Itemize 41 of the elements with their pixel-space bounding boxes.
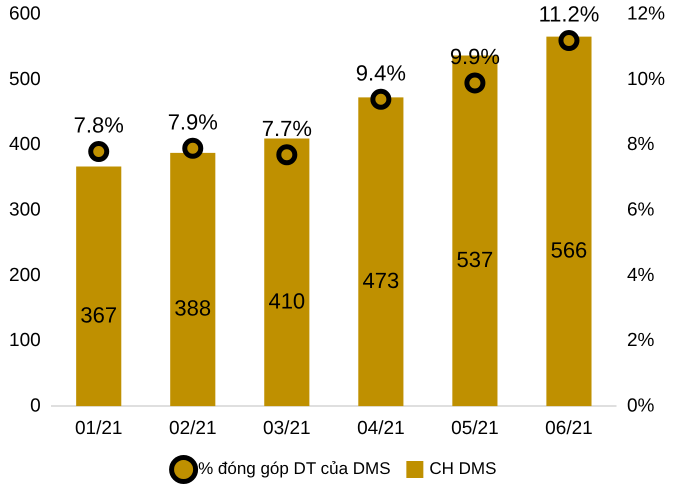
x-tick-label: 02/21 bbox=[168, 418, 217, 439]
data-label: 7.7% bbox=[262, 116, 312, 141]
data-label: 11.2% bbox=[538, 2, 600, 27]
data-label: 388 bbox=[174, 296, 212, 321]
bar bbox=[76, 166, 122, 406]
data-label: 7.9% bbox=[168, 109, 218, 134]
y2-tick-label: 4% bbox=[626, 264, 655, 286]
data-label: 473 bbox=[362, 268, 400, 293]
point bbox=[276, 144, 298, 166]
y-tick-label: 300 bbox=[9, 200, 41, 221]
legend-label: % đóng góp DT của DMS bbox=[198, 459, 391, 478]
data-label: 566 bbox=[550, 237, 588, 262]
data-label: 9.4% bbox=[356, 60, 406, 86]
bar bbox=[264, 138, 310, 406]
y2-tick-label: 12% bbox=[626, 4, 666, 25]
y-tick-label: 200 bbox=[9, 264, 41, 286]
legend-label: CH DMS bbox=[429, 459, 496, 478]
y2-tick-label: 10% bbox=[626, 68, 666, 90]
y2-tick-label: 2% bbox=[626, 330, 655, 352]
data-label: 410 bbox=[268, 288, 306, 314]
y-tick-label: 400 bbox=[9, 134, 41, 156]
point bbox=[88, 141, 110, 162]
y-tick-label: 0 bbox=[30, 395, 41, 416]
y-tick-label: 500 bbox=[9, 68, 41, 90]
x-tick-label: 01/21 bbox=[74, 418, 122, 439]
y2-tick-label: 8% bbox=[626, 134, 655, 156]
data-label: 367 bbox=[80, 302, 118, 328]
point bbox=[370, 88, 392, 110]
x-tick-label: 06/21 bbox=[545, 418, 593, 439]
point bbox=[182, 138, 204, 159]
x-tick-label: 05/21 bbox=[451, 418, 499, 439]
y-tick-label: 600 bbox=[9, 4, 41, 25]
y-tick-label: 100 bbox=[9, 330, 41, 352]
y2-tick-label: 0% bbox=[626, 395, 655, 416]
y2-tick-label: 6% bbox=[626, 200, 655, 221]
x-tick-label: 03/21 bbox=[263, 418, 311, 439]
x-tick-label: 04/21 bbox=[357, 418, 405, 439]
data-label: 537 bbox=[456, 246, 494, 272]
point bbox=[464, 72, 486, 94]
data-label: 7.8% bbox=[74, 112, 124, 138]
point bbox=[558, 30, 580, 52]
